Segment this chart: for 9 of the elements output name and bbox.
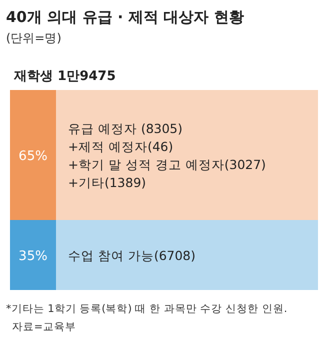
text: *기타는 1학기 등록(복학) 때 한 과목만 수강 신청한 인원. [6, 303, 288, 315]
text: 유급 예정자 (8305) +제적 예정자(46) +학기 말 성적 경고 예정자(3027) +기타(1389) [68, 120, 266, 190]
text: 40개 의대 유급 · 제적 대상자 현황 [6, 8, 244, 26]
text: 자료=교육부 [12, 321, 76, 333]
text: 재학생 1만9475 [13, 69, 116, 84]
data-label: 65% [18, 149, 48, 164]
text: 수업 참여 가능(6708) [68, 248, 196, 263]
data-label: 35% [18, 249, 48, 264]
chart-subtitle: (단위=명) [6, 31, 62, 45]
